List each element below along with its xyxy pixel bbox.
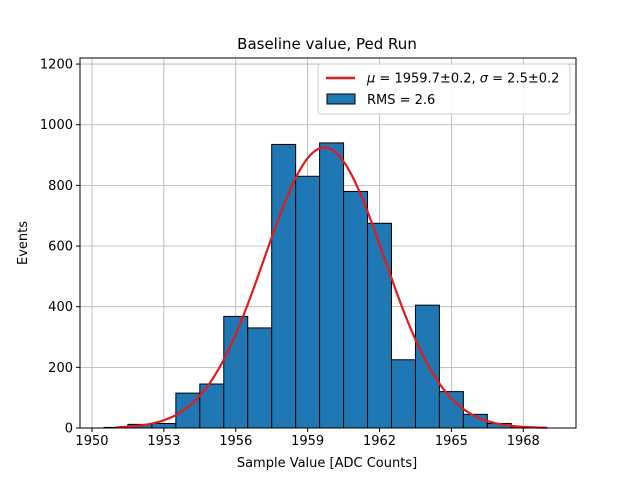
y-tick-label: 400 bbox=[48, 300, 73, 315]
y-tick-label: 600 bbox=[48, 240, 73, 255]
gaussian-fit-layer bbox=[115, 146, 548, 429]
x-tick-label: 1959 bbox=[291, 434, 324, 449]
y-tick-label: 800 bbox=[48, 179, 73, 194]
legend-histogram-label: RMS = 2.6 bbox=[367, 93, 435, 108]
y-tick-label: 0 bbox=[65, 422, 73, 437]
legend-sigma-symbol: σ bbox=[480, 72, 489, 87]
x-axis-label: Sample Value [ADC Counts] bbox=[237, 456, 417, 471]
histogram-bar bbox=[367, 222, 392, 429]
y-axis-label: Events bbox=[16, 221, 31, 265]
legend-mu-symbol: μ bbox=[366, 72, 375, 87]
x-tick-label: 1962 bbox=[363, 434, 396, 449]
histogram-bar bbox=[390, 359, 416, 429]
legend: μ = 1959.7±0.2, σ = 2.5±0.2 RMS = 2.6 bbox=[317, 63, 571, 115]
y-tick-label: 200 bbox=[48, 361, 73, 376]
histogram-bar bbox=[319, 142, 345, 429]
legend-fit-label: μ = 1959.7±0.2, σ = 2.5±0.2 bbox=[366, 72, 559, 87]
histogram-bars bbox=[103, 142, 536, 429]
histogram-bar bbox=[343, 190, 369, 429]
y-tick-label: 1200 bbox=[40, 58, 73, 73]
x-tick-label: 1968 bbox=[507, 434, 540, 449]
gaussian-fit-curve bbox=[115, 146, 548, 429]
legend-box bbox=[317, 63, 571, 115]
x-tick-label: 1956 bbox=[219, 434, 252, 449]
histogram-bar bbox=[247, 327, 273, 429]
x-tick-label: 1953 bbox=[147, 434, 180, 449]
legend-sigma-value: = 2.5±0.2 bbox=[488, 72, 559, 87]
x-tick-label: 1965 bbox=[435, 434, 468, 449]
histogram-bar bbox=[414, 304, 440, 429]
plot-frame bbox=[79, 57, 577, 429]
axis-ticks: 1950 1953 1956 1959 1962 1965 1968 0 200 400 600 80… bbox=[40, 58, 540, 449]
legend-mu-value: = 1959.7±0.2, bbox=[375, 72, 479, 87]
histogram-bar bbox=[151, 422, 177, 429]
legend-histogram-swatch bbox=[326, 93, 356, 105]
x-tick-label: 1950 bbox=[75, 434, 108, 449]
chart-title: Baseline value, Ped Run bbox=[237, 35, 417, 53]
histogram-bar bbox=[295, 175, 321, 429]
y-tick-label: 1000 bbox=[40, 118, 73, 133]
